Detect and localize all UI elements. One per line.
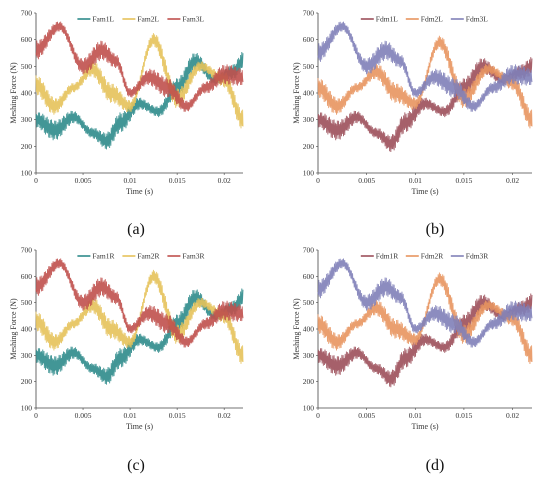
legend-label: Fam2R [137,252,159,261]
y-tick-label: 300 [303,351,315,360]
panel-label: (d) [426,457,445,474]
chart-panel-1: 100 200 300 400 500 600 700 0 0.005 0.01 0.015 0.02… [9,9,244,238]
y-axis-label: Meshing Force (N) [9,62,18,124]
y-tick-label: 300 [21,351,33,360]
legend-label: Fdm1R [376,252,399,261]
y-tick-label: 100 [21,404,33,413]
x-axis-label: Time (s) [411,422,438,431]
y-tick-label: 600 [303,272,315,281]
y-tick-label: 200 [21,377,33,386]
x-tick-label: 0.015 [455,411,472,420]
legend-label: Fam1R [92,252,114,261]
legend-label: Fdm1L [376,15,399,24]
legend-label: Fam3R [182,252,204,261]
x-tick-label: 0.02 [506,176,519,185]
y-tick-label: 500 [303,62,315,71]
x-tick-label: 0.005 [358,411,375,420]
y-tick-label: 100 [21,169,33,178]
panel-label: (b) [426,221,445,238]
series-line-Fam3L [35,21,244,112]
legend-label: Fdm2R [421,252,444,261]
x-tick-label: 0.005 [75,411,92,420]
x-axis-label: Time (s) [126,187,153,196]
y-tick-label: 400 [21,89,33,98]
x-tick-label: 0 [34,176,38,185]
x-axis-label: Time (s) [126,422,153,431]
x-tick-label: 0.005 [358,176,375,185]
y-axis-label: Meshing Force (N) [292,62,301,124]
y-tick-label: 600 [303,35,315,44]
y-tick-label: 300 [303,115,315,124]
y-tick-label: 500 [21,298,33,307]
x-tick-label: 0.02 [506,411,519,420]
chart-panel-2: 100 200 300 400 500 600 700 0 0.005 0.01 0.015 0.02… [292,9,533,238]
y-tick-label: 400 [303,325,315,334]
y-tick-label: 600 [21,272,33,281]
chart-panel-4: 100 200 300 400 500 600 700 0 0.005 0.01 0.015 0.02… [292,246,533,474]
x-tick-label: 0.015 [169,176,186,185]
legend-label: Fdm2L [421,15,444,24]
x-tick-label: 0.02 [218,411,231,420]
panel-label: (c) [127,457,145,474]
y-tick-label: 600 [21,35,33,44]
legend-label: Fam1L [92,15,114,24]
x-tick-label: 0.01 [409,176,422,185]
x-tick-label: 0 [316,411,320,420]
y-tick-label: 400 [303,89,315,98]
x-tick-label: 0.02 [218,176,231,185]
chart-panel-3: 100 200 300 400 500 600 700 0 0.005 0.01 0.015 0.02… [9,246,244,474]
y-axis-label: Meshing Force (N) [9,298,18,360]
x-axis-label: Time (s) [411,187,438,196]
x-tick-label: 0.005 [75,176,92,185]
legend-label: Fam2L [137,15,159,24]
y-tick-label: 200 [303,142,315,151]
panel-label: (a) [127,221,145,238]
x-tick-label: 0.01 [124,411,137,420]
y-tick-label: 400 [21,325,33,334]
y-tick-label: 700 [21,246,33,255]
y-tick-label: 200 [21,142,33,151]
y-tick-label: 700 [21,9,33,18]
x-tick-label: 0.01 [124,176,137,185]
y-tick-label: 500 [303,298,315,307]
series-line-Fdm1L [317,57,533,153]
y-tick-label: 100 [303,169,315,178]
x-tick-label: 0.015 [455,176,472,185]
y-tick-label: 500 [21,62,33,71]
series-line-Fdm3R [317,258,533,348]
y-tick-label: 700 [303,9,315,18]
y-axis-label: Meshing Force (N) [292,298,301,360]
x-tick-label: 0 [34,411,38,420]
series-line-Fam3R [35,258,244,348]
legend-label: Fam3L [182,15,204,24]
series-line-Fdm1R [317,293,533,388]
x-tick-label: 0 [316,176,320,185]
series-line-Fam1L [35,51,244,150]
y-tick-label: 300 [21,115,33,124]
legend-label: Fdm3L [466,15,489,24]
y-tick-label: 200 [303,377,315,386]
y-tick-label: 700 [303,246,315,255]
x-tick-label: 0.01 [409,411,422,420]
series-line-Fam1R [35,288,244,385]
x-tick-label: 0.015 [169,411,186,420]
legend-label: Fdm3R [466,252,489,261]
y-tick-label: 100 [303,404,315,413]
series-line-Fdm3L [317,21,533,112]
